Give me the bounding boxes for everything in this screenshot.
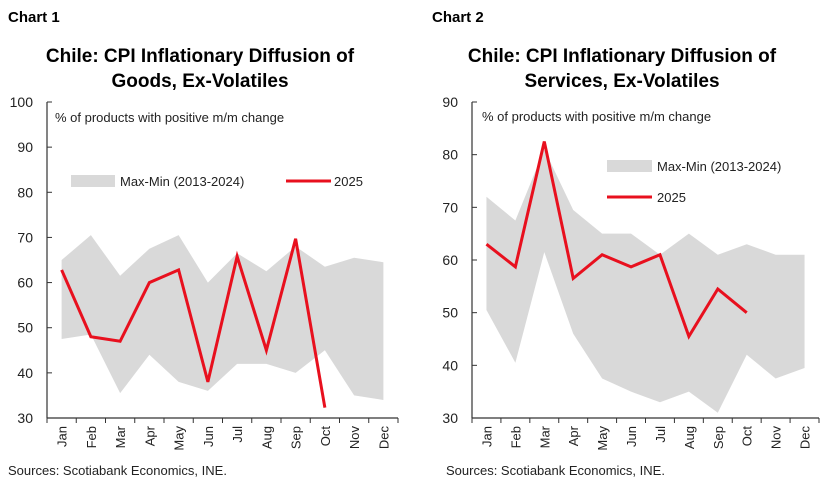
y-tick-label: 70 — [442, 199, 458, 215]
x-tick-label: Mar — [113, 425, 128, 448]
legend-series-label: 2025 — [334, 174, 363, 189]
y-tick-label: 40 — [17, 365, 33, 381]
chart-title-line-1: Chile: CPI Inflationary Diffusion of — [468, 46, 777, 67]
x-tick-label: Jan — [479, 426, 494, 447]
x-tick-label: Jun — [624, 426, 639, 447]
x-tick-label: Oct — [740, 426, 755, 447]
x-tick-label: Jul — [230, 426, 245, 443]
x-tick-label: May — [172, 426, 187, 451]
y-tick-label: 80 — [442, 147, 458, 163]
chart-1: 30 40 50 60 70 80 90 100 Jan Feb Mar Apr May Jun Jul Au… — [8, 9, 399, 478]
chart-2: 30 40 50 60 70 80 90 Jan Feb Mar Apr May Jun Jul Aug Se… — [432, 9, 820, 478]
chart-label: Chart 2 — [432, 9, 484, 26]
legend-range-swatch — [71, 175, 115, 187]
x-tick-label: Dec — [798, 426, 813, 450]
y-tick-label: 100 — [10, 94, 34, 110]
y-tick-label: 70 — [17, 229, 33, 245]
chart-note: % of products with positive m/m change — [482, 109, 711, 124]
y-tick-label: 30 — [442, 410, 458, 426]
chart-title-line-2: Goods, Ex-Volatiles — [111, 71, 288, 92]
chart-label: Chart 1 — [8, 9, 60, 26]
y-tick-label: 50 — [17, 320, 33, 336]
y-tick-label: 90 — [17, 139, 33, 155]
x-tick-label: May — [595, 426, 610, 451]
chart-source: Sources: Scotiabank Economics, INE. — [446, 463, 665, 478]
x-tick-label: Apr — [142, 425, 157, 446]
chart-source: Sources: Scotiabank Economics, INE. — [8, 463, 227, 478]
x-tick-label: Jan — [55, 426, 70, 447]
legend-range-label: Max-Min (2013-2024) — [657, 159, 781, 174]
y-tick-label: 30 — [17, 410, 33, 426]
x-tick-label: Mar — [537, 425, 552, 448]
x-tick-label: Aug — [682, 426, 697, 449]
x-tick-label: Jun — [201, 426, 216, 447]
x-tick-label: Nov — [347, 426, 362, 450]
legend-range-swatch — [607, 160, 652, 172]
y-tick-label: 60 — [442, 252, 458, 268]
x-tick-label: Feb — [84, 426, 99, 448]
x-tick-label: Feb — [508, 426, 523, 448]
x-tick-label: Oct — [318, 426, 333, 447]
x-tick-label: Jul — [653, 426, 668, 443]
x-tick-label: Sep — [711, 426, 726, 449]
x-tick-label: Aug — [259, 426, 274, 449]
x-tick-label: Apr — [566, 425, 581, 446]
series-2025-line — [485, 141, 748, 340]
plot-area: 30 40 50 60 70 80 90 Jan Feb Mar Apr May Jun Jul Aug Se… — [442, 94, 820, 451]
chart-title-line-2: Services, Ex-Volatiles — [524, 71, 719, 92]
y-tick-label: 80 — [17, 184, 33, 200]
plot-area: 30 40 50 60 70 80 90 100 Jan Feb Mar Apr May Jun Jul Au… — [10, 94, 399, 451]
max-min-band — [486, 149, 805, 413]
y-tick-label: 60 — [17, 275, 33, 291]
x-tick-label: Nov — [769, 426, 784, 450]
chart-note: % of products with positive m/m change — [55, 110, 284, 125]
chart-title-line-1: Chile: CPI Inflationary Diffusion of — [46, 46, 355, 67]
series-2025-line — [60, 238, 327, 408]
legend-series-label: 2025 — [657, 190, 686, 205]
x-tick-label: Dec — [376, 426, 391, 450]
x-tick-label: Sep — [289, 426, 304, 449]
y-tick-label: 40 — [442, 357, 458, 373]
legend-range-label: Max-Min (2013-2024) — [120, 174, 244, 189]
y-tick-label: 90 — [442, 94, 458, 110]
y-tick-label: 50 — [442, 305, 458, 321]
